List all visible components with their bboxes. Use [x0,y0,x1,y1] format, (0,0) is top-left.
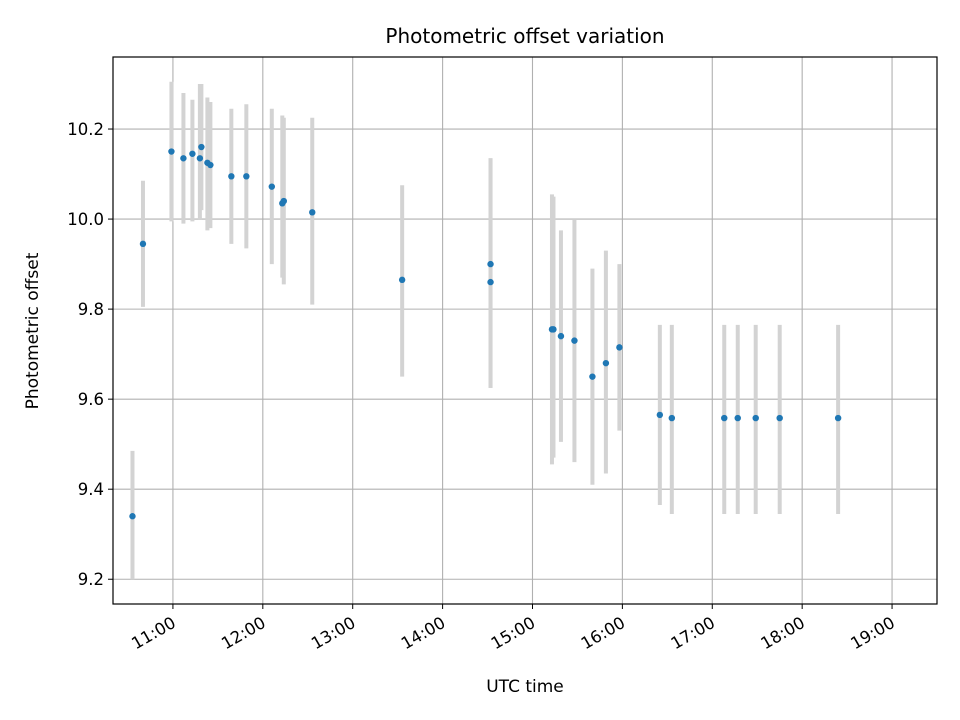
data-point-layer [129,143,842,520]
plot-frame [112,56,938,605]
chart-title: Photometric offset variation [385,24,664,48]
y-tick-label: 9.2 [78,570,104,589]
x-tick-label: 19:00 [847,613,898,653]
y-tick-label: 9.8 [78,300,104,319]
x-tick-label: 13:00 [308,613,359,653]
data-point [180,155,187,162]
data-point [616,344,623,351]
data-point [228,173,235,180]
data-point [198,143,205,151]
data-point [196,155,204,162]
data-point [243,173,250,180]
x-tick-label: 12:00 [218,613,269,653]
data-point [487,260,494,268]
x-tick-label: 18:00 [757,613,808,653]
data-point [207,161,214,169]
x-tick-label: 15:00 [488,613,539,653]
data-point [834,414,842,422]
data-point [129,513,136,520]
data-point [168,148,175,155]
data-point [550,326,557,333]
data-point [189,150,196,157]
y-tick-label: 10.2 [67,120,104,139]
data-point [557,332,565,340]
data-point [487,278,494,286]
y-axis-label: Photometric offset [23,252,43,409]
grid-layer [113,57,937,604]
y-tick-label: 10.0 [67,210,104,229]
x-tick-label: 11:00 [128,613,179,653]
data-point [268,183,276,190]
data-point [776,414,783,422]
data-point [668,414,676,422]
y-tick-label: 9.4 [78,480,104,499]
data-point [398,276,406,284]
data-point [571,337,578,344]
data-point [309,209,316,216]
x-tick-label: 17:00 [668,613,719,653]
data-point [589,373,596,380]
x-tick-label: 16:00 [578,613,629,653]
data-point [656,411,664,419]
data-point [721,414,728,422]
y-tick-label: 9.6 [78,390,104,409]
data-point [139,240,147,248]
data-point [752,414,759,422]
x-tick-label: 14:00 [398,613,449,653]
data-point [602,359,610,367]
data-point [280,197,287,205]
error-bar-layer [130,81,841,580]
x-axis-label: UTC time [486,677,564,697]
data-point [734,414,741,422]
